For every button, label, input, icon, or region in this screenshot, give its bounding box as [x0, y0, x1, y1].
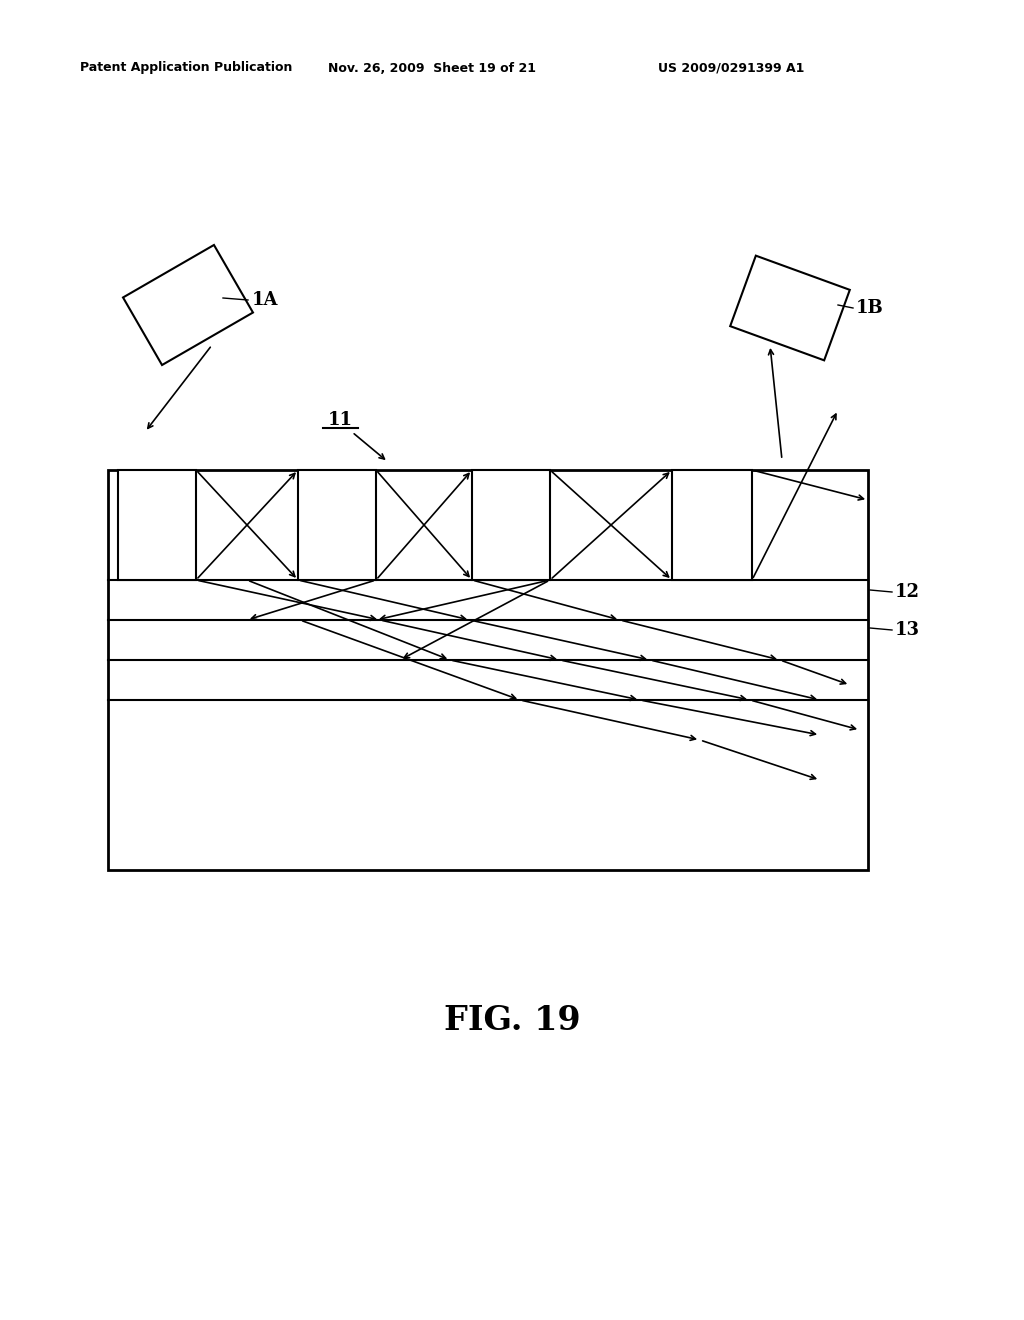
Text: 1A: 1A — [252, 290, 279, 309]
Text: 13: 13 — [895, 620, 920, 639]
Bar — [298, 470, 376, 579]
Text: US 2009/0291399 A1: US 2009/0291399 A1 — [658, 62, 805, 74]
Polygon shape — [123, 246, 253, 366]
Text: 1B: 1B — [856, 300, 884, 317]
Text: Nov. 26, 2009  Sheet 19 of 21: Nov. 26, 2009 Sheet 19 of 21 — [328, 62, 536, 74]
Polygon shape — [730, 256, 850, 360]
Bar — [108, 470, 868, 870]
Bar — [118, 470, 196, 579]
Text: Patent Application Publication: Patent Application Publication — [80, 62, 293, 74]
Bar — [472, 470, 550, 579]
Bar — [672, 470, 752, 579]
Text: 12: 12 — [895, 583, 920, 601]
Text: 11: 11 — [328, 411, 352, 429]
Text: FIG. 19: FIG. 19 — [443, 1003, 581, 1036]
